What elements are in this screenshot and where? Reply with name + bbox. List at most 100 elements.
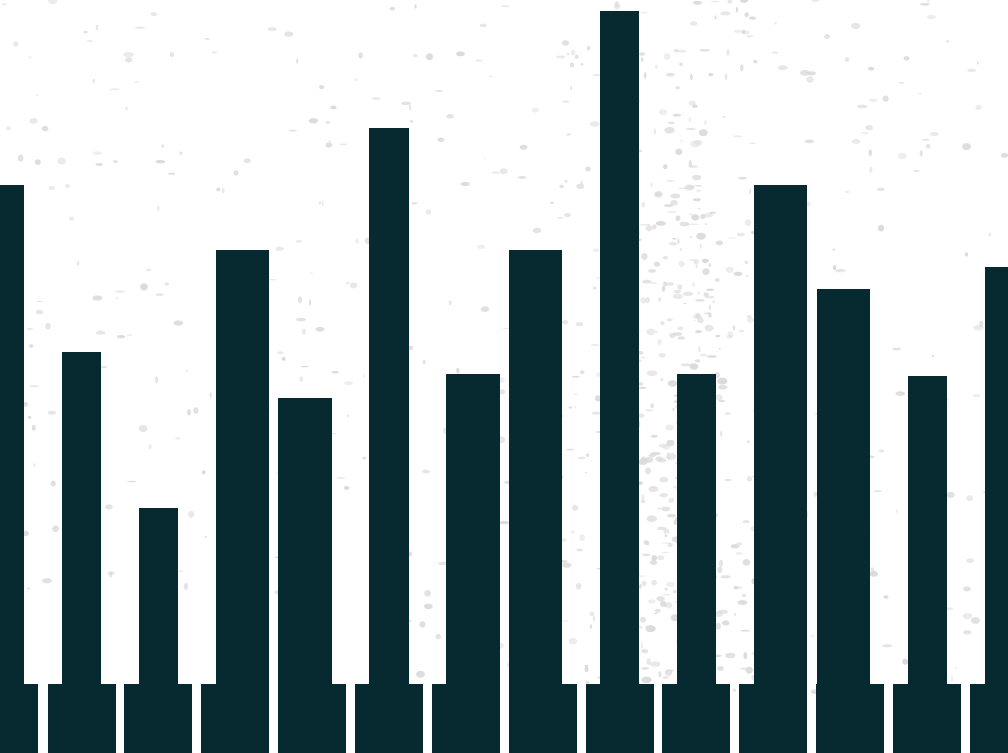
texture-speck: [666, 72, 675, 77]
texture-speck: [649, 560, 658, 565]
texture-speck: [413, 53, 418, 58]
texture-speck: [690, 73, 693, 81]
texture-speck: [662, 675, 669, 680]
texture-speck: [408, 103, 412, 112]
texture-speck: [720, 431, 723, 437]
texture-speck: [642, 279, 652, 284]
texture-speck: [725, 266, 734, 274]
texture-speck: [133, 81, 140, 83]
texture-speck: [575, 322, 584, 327]
texture-speck: [876, 187, 885, 192]
texture-speck: [951, 675, 953, 682]
texture-speck: [650, 434, 658, 438]
texture-speck: [281, 356, 286, 361]
texture-speck: [857, 104, 868, 109]
texture-speck: [962, 143, 972, 151]
texture-speck: [640, 500, 646, 503]
texture-speck: [187, 409, 191, 416]
texture-speck: [531, 107, 539, 113]
texture-speck: [125, 57, 133, 63]
texture-speck: [645, 297, 651, 304]
texture-speck: [425, 209, 432, 215]
texture-speck: [714, 278, 720, 282]
texture-speck: [35, 309, 44, 315]
texture-speck: [564, 213, 571, 218]
texture-speck: [371, 97, 381, 100]
texture-speck: [746, 315, 752, 319]
texture-speck: [749, 16, 756, 20]
texture-speck: [688, 223, 700, 225]
texture-speck: [698, 129, 708, 137]
texture-speck: [753, 59, 758, 64]
texture-speck: [650, 403, 654, 409]
texture-speck: [806, 71, 816, 76]
texture-speck: [704, 324, 714, 332]
texture-speck: [574, 393, 578, 395]
texture-speck: [566, 52, 570, 56]
texture-speck: [695, 264, 698, 269]
texture-speck: [697, 291, 700, 295]
texture-speck: [662, 285, 666, 292]
texture-speck: [689, 363, 699, 370]
texture-speck: [532, 227, 542, 234]
texture-speck: [414, 4, 417, 9]
texture-speck: [28, 344, 34, 348]
texture-speck: [585, 680, 590, 685]
bar: [446, 374, 500, 700]
texture-speck: [746, 317, 754, 323]
texture-speck: [50, 480, 56, 487]
texture-speck: [680, 363, 692, 367]
texture-speck: [683, 302, 687, 305]
texture-speck: [813, 491, 818, 497]
texture-speck: [926, 14, 937, 20]
texture-speck: [737, 176, 747, 180]
texture-speck: [580, 63, 584, 66]
texture-speck: [664, 587, 668, 591]
texture-speck: [556, 55, 566, 59]
texture-speck: [651, 555, 658, 561]
texture-speck: [295, 239, 302, 243]
texture-speck: [654, 608, 661, 613]
texture-speck: [641, 357, 645, 359]
texture-speck: [308, 118, 318, 124]
texture-speck: [562, 319, 569, 325]
texture-speck: [696, 189, 702, 193]
texture-speck: [48, 0, 58, 5]
texture-speck: [423, 603, 433, 610]
texture-speck: [666, 452, 676, 460]
texture-speck: [1001, 152, 1008, 158]
texture-speck: [661, 551, 670, 554]
texture-speck: [499, 168, 508, 175]
texture-speck: [667, 121, 676, 125]
texture-speck: [717, 566, 723, 574]
texture-speck: [702, 268, 710, 276]
texture-speck: [584, 665, 589, 673]
texture-speck: [879, 449, 885, 453]
texture-speck: [733, 271, 743, 276]
texture-speck: [744, 12, 749, 18]
texture-speck: [571, 504, 579, 511]
texture-speck: [680, 139, 683, 142]
texture-speck: [575, 582, 582, 590]
texture-speck: [688, 213, 693, 216]
texture-speck: [42, 578, 52, 584]
texture-speck: [571, 375, 580, 378]
texture-speck: [127, 480, 137, 483]
texture-speck: [810, 634, 815, 637]
texture-speck: [727, 237, 737, 239]
bar: [139, 508, 178, 700]
bar: [908, 376, 947, 700]
texture-speck: [675, 215, 681, 221]
texture-speck: [861, 132, 869, 135]
key-block: [48, 684, 116, 753]
texture-speck: [277, 351, 284, 355]
texture-speck: [892, 347, 901, 351]
texture-speck: [669, 241, 678, 246]
texture-speck: [36, 94, 39, 97]
texture-speck: [695, 312, 701, 319]
texture-speck: [745, 219, 752, 227]
texture-speck: [733, 29, 742, 33]
texture-speck: [873, 490, 882, 492]
texture-speck: [929, 131, 940, 137]
texture-speck: [343, 485, 350, 490]
